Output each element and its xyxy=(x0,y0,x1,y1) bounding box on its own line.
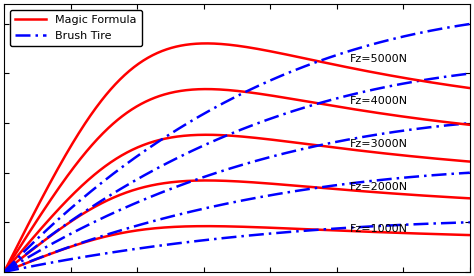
Legend: Magic Formula, Brush Tire: Magic Formula, Brush Tire xyxy=(10,10,142,46)
Text: Fz=5000N: Fz=5000N xyxy=(349,54,408,64)
Text: Fz=1000N: Fz=1000N xyxy=(349,224,408,234)
Text: Fz=3000N: Fz=3000N xyxy=(349,139,408,149)
Text: Fz=4000N: Fz=4000N xyxy=(349,96,408,106)
Text: Fz=2000N: Fz=2000N xyxy=(349,182,408,192)
